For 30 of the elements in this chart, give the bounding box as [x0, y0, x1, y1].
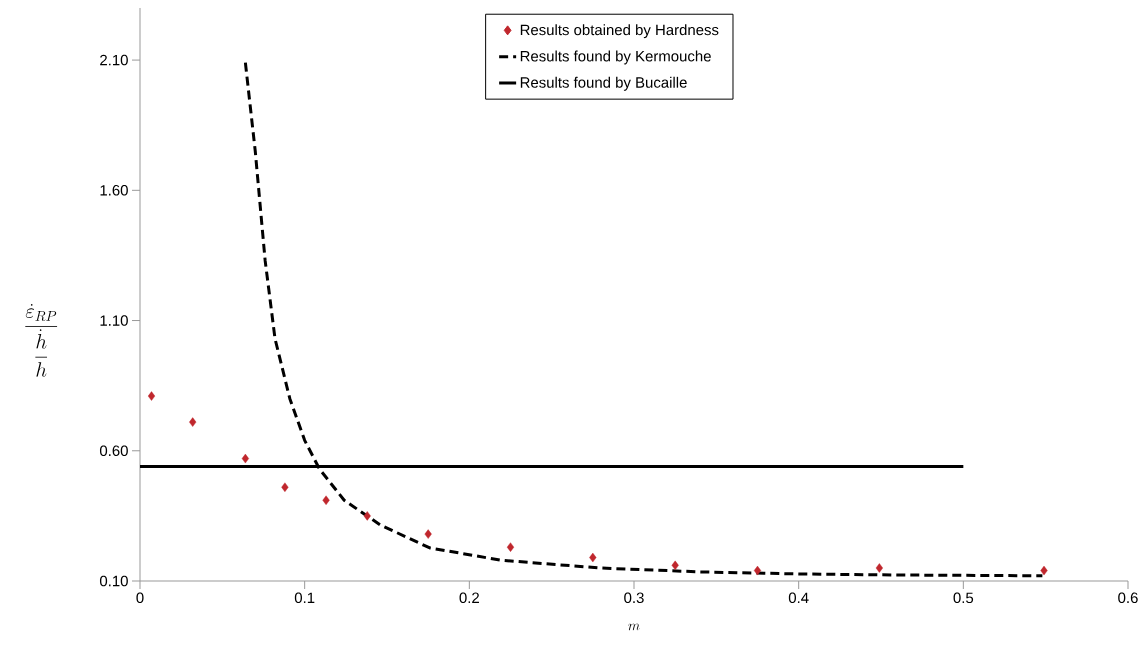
y-tick-label: 0.60 [99, 445, 128, 457]
x-axis-title: $m$ [628, 623, 640, 631]
point [322, 495, 330, 505]
legend-label: Results found by Bucaille [520, 76, 687, 91]
point [241, 453, 249, 464]
point [363, 511, 371, 521]
point [1040, 565, 1048, 576]
point [753, 565, 762, 576]
point [671, 560, 679, 571]
x-tick-label: 0 [136, 592, 144, 604]
legend-label: Results found by Kermouche [520, 50, 711, 65]
point [875, 563, 883, 573]
point [589, 552, 597, 563]
x-tick-label: 0.1 [294, 592, 315, 604]
y-tick-label: 0.10 [99, 575, 128, 587]
x-tick-label: 0.6 [1118, 592, 1138, 604]
y-tick-label: 1.60 [100, 185, 128, 196]
x-tick-label: 0.5 [953, 592, 974, 604]
x-tick-label: 0.4 [788, 592, 809, 604]
point [424, 529, 432, 539]
y-tick-label: 2.10 [100, 54, 128, 66]
point [506, 542, 515, 552]
point [147, 391, 156, 401]
point [189, 417, 197, 427]
legend-label: Results obtained by Hardness [520, 24, 719, 39]
x-tick-label: 0.2 [459, 592, 479, 604]
point [281, 482, 289, 492]
x-tick-label: 0.3 [624, 592, 644, 604]
y-axis-title: $\frac{\dot{\varepsilon}_{RP}}{\dfrac{\dot{h}}{h}}$ [25, 304, 58, 377]
y-tick-label: 1.10 [100, 315, 128, 326]
